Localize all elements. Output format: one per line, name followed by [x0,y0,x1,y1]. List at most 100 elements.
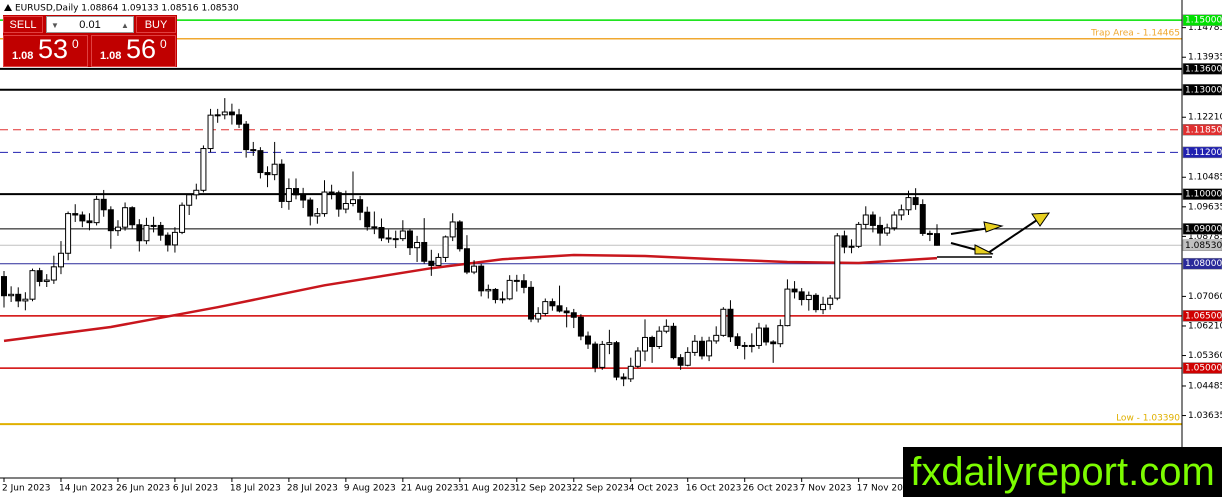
candle-body [392,238,399,241]
candle-body [428,260,435,266]
candle-body [620,376,627,380]
candle-body [934,233,940,246]
level-label-box [1182,146,1222,159]
candle-body [492,288,499,301]
candle-body [186,194,193,206]
x-tick-label: 22 Sep 2023 [572,484,629,494]
candle-body [8,293,15,297]
candle-body [592,343,599,368]
sell-button[interactable]: SELL [3,16,43,33]
candle-body [556,305,563,312]
candle-body [926,232,933,235]
candle-body [200,148,207,191]
candle-body [107,209,114,232]
level-label: 1.11200 [1185,148,1222,158]
x-tick-label: 18 Jul 2023 [230,484,281,494]
candle-body [613,342,620,378]
candle-body [698,340,705,357]
lot-value: 0.01 [79,19,101,31]
x-tick-label: 28 Jul 2023 [287,484,338,494]
arrow-head [1031,212,1050,227]
candle-body [820,303,827,311]
level-label-box [1182,223,1222,235]
y-tick-label: 1.10485 [1188,173,1222,183]
candle-body [321,191,328,215]
moving-average [3,253,938,343]
trade-panel: SELL ▼ 0.01 ▲ BUY 1.08 53 0 1.08 56 0 [3,15,177,67]
candle-body [549,301,556,307]
x-tick-label: 31 Aug 2023 [458,484,516,494]
x-tick-label: 21 Aug 2023 [401,484,459,494]
candle-body [471,265,478,273]
candle-body [770,341,777,345]
candle-body [1,276,7,297]
bid-pips: 53 [38,34,69,64]
candle-body [171,231,178,246]
level-label: 1.13000 [1185,85,1222,95]
candle-body [905,197,912,211]
buy-button[interactable]: BUY [136,16,176,33]
level-label-box [1182,362,1222,374]
level-label: 1.08000 [1185,259,1222,269]
candle-body [499,298,506,301]
candle-body [129,207,136,226]
arrows [937,212,1050,258]
x-tick-label: 16 Oct 2023 [686,484,742,494]
arrow-head [974,244,994,255]
candle-body [898,209,905,216]
candle-body [877,224,884,234]
candle-body [741,344,748,347]
candle-body [378,227,385,239]
candle-body [122,207,129,228]
x-tick-label: 12 Sep 2023 [515,484,572,494]
candle-body [449,221,456,238]
candle-body [221,111,228,116]
lot-up[interactable]: ▲ [121,21,129,30]
candle-body [250,149,257,152]
x-tick-label: 14 Jun 2023 [59,484,113,494]
collapse-icon [4,4,12,11]
candle-body [29,270,36,300]
candle-body [421,241,428,262]
bid-quote[interactable]: 1.08 53 0 [3,34,88,67]
x-tick-label: 17 Nov 2023 [857,484,915,494]
x-tick-label: 26 Jun 2023 [116,484,170,494]
candle-body [179,204,186,233]
candle-body [214,114,221,117]
candle-body [257,150,264,174]
level-label-box [1182,14,1222,26]
level-label-box [1182,124,1222,136]
candle-body [542,301,549,314]
level-label: 1.08530 [1185,241,1222,251]
candle-body [328,191,335,194]
y-tick-label: 1.05360 [1188,351,1222,361]
bid-point: 0 [72,37,79,51]
candle-body [706,340,713,357]
candle-body [577,316,584,337]
candles [1,98,940,387]
candle-body [734,336,741,346]
candle-body [72,213,79,216]
candle-body [285,188,292,202]
candle-body [243,123,250,151]
x-tick-label: 7 Nov 2023 [800,484,852,494]
candle-body [748,344,755,347]
candle-body [349,199,356,205]
lot-input[interactable]: ▼ 0.01 ▲ [46,16,134,33]
candle-body [385,237,392,240]
candle-body [43,279,50,282]
candle-body [15,293,22,302]
candle-body [535,312,542,320]
level-label-box [1182,188,1222,200]
ask-pips: 56 [126,34,157,64]
candle-body [506,279,513,300]
candle-body [520,280,527,288]
candle-body [784,288,791,327]
x-tick-label: 26 Oct 2023 [743,484,799,494]
lot-down[interactable]: ▼ [51,21,59,30]
x-tick-label: 6 Jul 2023 [173,484,218,494]
ask-quote[interactable]: 1.08 56 0 [91,34,176,67]
level-label-box [1182,63,1222,75]
candle-body [228,111,235,116]
